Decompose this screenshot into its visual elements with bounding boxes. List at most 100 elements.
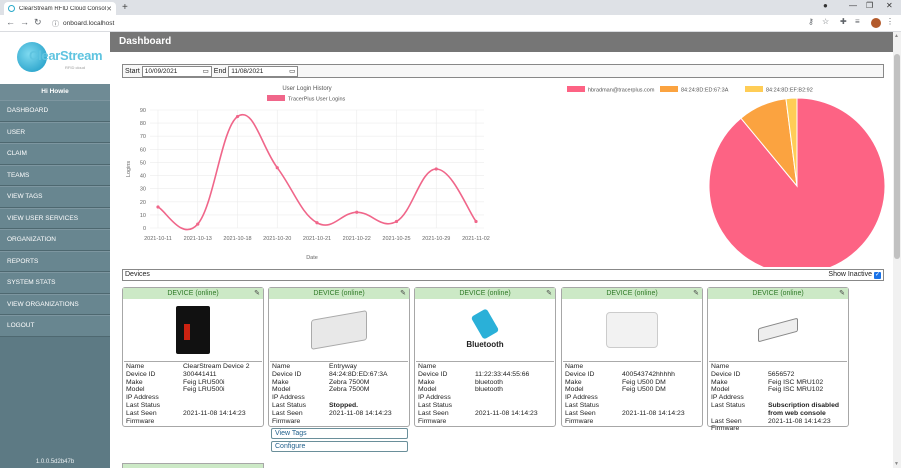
- sidebar-item-view-organizations[interactable]: View Organizations: [0, 293, 110, 315]
- key-icon[interactable]: ⚷: [808, 17, 814, 26]
- back-icon[interactable]: ←: [6, 17, 15, 27]
- close-window-icon[interactable]: ✕: [886, 1, 893, 10]
- clearstream-logo[interactable]: ClearStream RFID cloud: [15, 38, 103, 78]
- start-date-input[interactable]: 10/09/2021 ▭: [141, 65, 212, 77]
- site-info-icon[interactable]: ⓘ: [52, 20, 59, 28]
- device-detail-row: Last Status: [126, 402, 260, 410]
- device-detail-row: Device ID 84:24:8D:ED:67:3A: [272, 371, 406, 379]
- device-image-box: Bluetooth: [415, 299, 555, 361]
- maximize-icon[interactable]: ❐: [866, 1, 874, 10]
- sidebar-item-reports[interactable]: Reports: [0, 250, 110, 272]
- calendar-icon[interactable]: ▭: [289, 67, 296, 75]
- edit-pencil-icon[interactable]: ✎: [839, 290, 845, 297]
- forward-icon[interactable]: →: [20, 17, 29, 27]
- y-tick-label: 90: [140, 108, 146, 114]
- detail-key: IP Address: [272, 394, 305, 402]
- detail-value: 11:22:33:44:55:66: [475, 370, 530, 378]
- detail-key: IP Address: [126, 394, 159, 402]
- browser-tabstrip: ClearStream RFID Cloud Console ✕ + ● — ❐…: [0, 0, 901, 15]
- logo-box: ClearStream RFID cloud: [0, 32, 110, 84]
- device-detail-row: Device ID 5656572: [711, 371, 845, 379]
- device-detail-row: Device ID 11:22:33:44:55:66: [418, 371, 552, 379]
- end-date-input[interactable]: 11/08/2021 ▭: [228, 65, 299, 77]
- sidebar-item-user[interactable]: User: [0, 121, 110, 143]
- sidebar-item-teams[interactable]: Teams: [0, 164, 110, 186]
- minimize-icon[interactable]: —: [849, 1, 857, 10]
- show-inactive-checkbox[interactable]: ✓: [874, 271, 881, 279]
- profile-avatar[interactable]: [871, 18, 881, 28]
- scroll-down-icon[interactable]: ▼: [894, 461, 899, 467]
- detail-value: [183, 418, 260, 426]
- device-detail-row: Last Status Subscription disabled from we…: [711, 402, 845, 418]
- sidebar-item-system-stats[interactable]: System Stats: [0, 272, 110, 294]
- edit-pencil-icon[interactable]: ✎: [693, 290, 699, 297]
- sidebar-item-logout[interactable]: Logout: [0, 315, 110, 337]
- sidebar-item-organization[interactable]: Organization: [0, 229, 110, 251]
- detail-value: Feig LRU500i: [183, 386, 225, 394]
- detail-value: [475, 402, 552, 410]
- configure-button[interactable]: Configure: [271, 441, 408, 453]
- edit-pencil-icon[interactable]: ✎: [400, 290, 406, 297]
- user-login-history-chart: User Login History TracerPlus User Logins…: [126, 86, 490, 261]
- address-bar[interactable]: ⓘ onboard.localhost: [52, 17, 612, 30]
- extensions-icon[interactable]: ✚: [840, 17, 847, 26]
- record-icon[interactable]: ●: [823, 1, 828, 10]
- x-tick-label: 2021-10-21: [303, 236, 331, 242]
- scrollbar-thumb[interactable]: [894, 54, 900, 259]
- detail-key: Name: [272, 363, 291, 370]
- detail-key: Model: [272, 386, 291, 394]
- x-tick-label: 2021-10-13: [184, 236, 212, 242]
- reload-icon[interactable]: ↻: [34, 17, 42, 27]
- view-tags-button[interactable]: View Tags: [271, 428, 408, 440]
- detail-value: [768, 363, 845, 371]
- detail-key: IP Address: [711, 394, 744, 402]
- device-status: DEVICE (online): [167, 290, 219, 297]
- device-details: Name Entryway Device ID 84:24:8D:ED:67:3A Ma…: [270, 361, 408, 426]
- device-status: DEVICE (online): [459, 290, 511, 297]
- browser-menu-icon[interactable]: ⋮: [886, 17, 894, 26]
- close-tab-icon[interactable]: ✕: [106, 5, 112, 13]
- sidebar-item-claim[interactable]: Claim: [0, 143, 110, 165]
- scroll-up-icon[interactable]: ▲: [894, 33, 899, 39]
- y-tick-label: 30: [140, 187, 146, 193]
- detail-key: Last Seen: [126, 409, 157, 417]
- main-content: Dashboard Start 10/09/2021 ▭ End 11/08/2…: [110, 32, 893, 468]
- sidebar-item-view-user-services[interactable]: View User Services: [0, 207, 110, 229]
- device-detail-row: IP Address: [418, 394, 552, 402]
- page-scrollbar[interactable]: ▲ ▼: [893, 32, 901, 468]
- edit-pencil-icon[interactable]: ✎: [254, 290, 260, 297]
- media-icon[interactable]: ≡: [855, 17, 860, 26]
- device-status: DEVICE (online): [606, 290, 658, 297]
- sidebar-item-dashboard[interactable]: Dashboard: [0, 100, 110, 122]
- bluetooth-dongle-icon: [470, 308, 500, 340]
- device-image-box: [708, 299, 848, 361]
- x-tick-label: 2021-10-20: [263, 236, 291, 242]
- data-point: [275, 166, 279, 170]
- calendar-icon[interactable]: ▭: [202, 67, 209, 75]
- x-tick-label: 2021-10-22: [343, 236, 371, 242]
- sidebar-item-view-tags[interactable]: View Tags: [0, 186, 110, 208]
- device-detail-row: Last Seen 2021-11-08 14:14:23: [272, 410, 406, 418]
- y-tick-label: 0: [143, 226, 146, 232]
- data-point: [315, 221, 319, 225]
- detail-key: Firmware: [272, 417, 301, 425]
- detail-key: Make: [272, 378, 289, 386]
- legend-label: hbradman@tracerplus.com: [588, 88, 655, 94]
- detail-value: Feig U500 DM: [622, 386, 666, 394]
- device-detail-row: Model Feig ISC MRU102: [711, 386, 845, 394]
- device-image-box: [562, 299, 702, 361]
- device-image-box: [269, 299, 409, 361]
- edit-pencil-icon[interactable]: ✎: [546, 290, 552, 297]
- new-tab-icon[interactable]: +: [122, 2, 128, 13]
- detail-value: 2021-11-08 14:14:23: [329, 409, 392, 417]
- y-tick-label: 40: [140, 174, 146, 180]
- bookmark-star-icon[interactable]: ☆: [822, 17, 830, 26]
- detail-key: Device ID: [418, 370, 448, 378]
- detail-value: [475, 363, 552, 371]
- detail-key: Make: [711, 378, 728, 386]
- device-card: DEVICE (online) ✎ Bluetooth Name Device ID 11…: [414, 287, 556, 427]
- device-card-header: DEVICE (online) ✎: [708, 288, 848, 299]
- device-detail-row: Last Seen 2021-11-08 14:14:23: [565, 410, 699, 418]
- detail-value: 84:24:8D:ED:67:3A: [329, 370, 388, 378]
- browser-tab[interactable]: ClearStream RFID Cloud Console ✕: [4, 2, 116, 15]
